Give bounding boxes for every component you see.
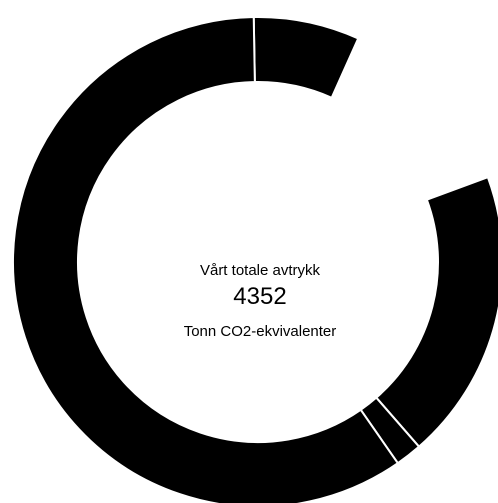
center-title: Vårt totale avtrykk <box>199 262 321 279</box>
center-unit-label: Tonn CO2-ekvivalenter <box>183 323 337 340</box>
donut-slice-1 <box>252 16 360 100</box>
donut-slice-4 <box>12 16 400 503</box>
donut-slice-2 <box>374 175 498 449</box>
center-total-value: 4352 <box>233 283 287 310</box>
